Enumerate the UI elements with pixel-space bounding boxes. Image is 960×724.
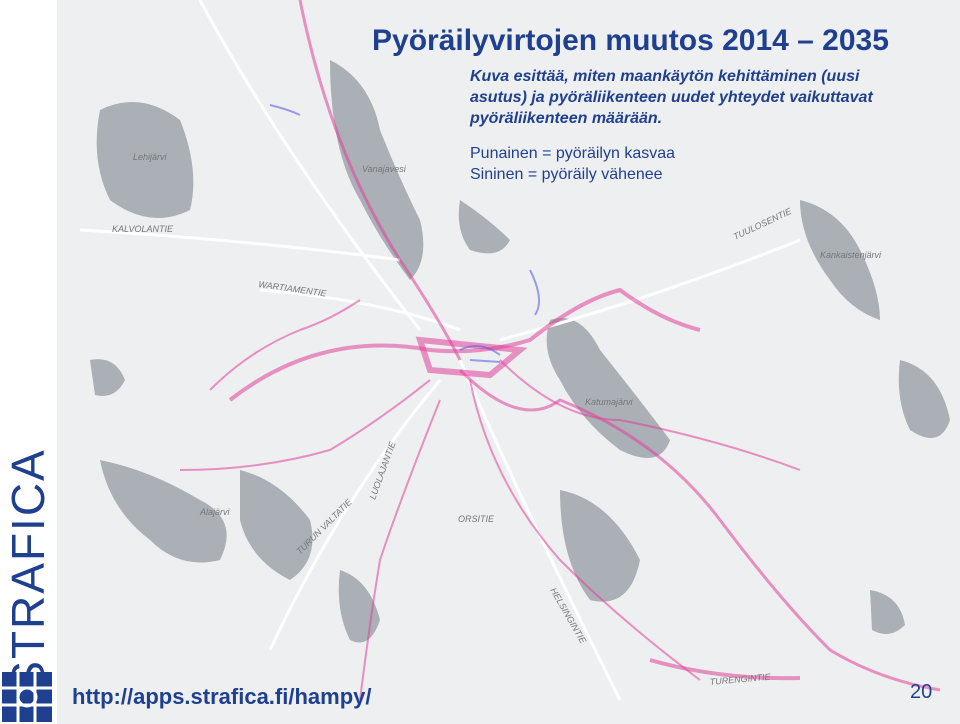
description-line: Kuva esittää, miten maankäytön kehittämi… [470, 68, 860, 85]
map-label: KALVOLANTIE [112, 224, 174, 234]
url[interactable]: http://apps.strafica.fi/hampy/ [72, 684, 372, 709]
map-label: Vanajavesi [362, 164, 407, 174]
description: Kuva esittää, miten maankäytön kehittämi… [470, 66, 873, 129]
brand: STRAFICA [2, 448, 54, 692]
map-label: Kankaistenjärvi [820, 250, 882, 260]
sidebar [0, 0, 57, 724]
page-number: 20 [910, 681, 933, 703]
map-label: Alajärvi [199, 507, 231, 517]
logo [2, 672, 52, 722]
map-label: Katumajärvi [585, 397, 634, 407]
legend: Punainen = pyöräilyn kasvaa Sininen = py… [470, 143, 675, 185]
description-line: pyöräliikenteen määrään. [470, 110, 663, 127]
map-label: ORSITIE [458, 514, 495, 524]
increase-routes [179, 0, 941, 701]
description-line: asutus) ja pyöräliikenteen uudet yhteyde… [470, 89, 873, 106]
legend-line: Punainen = pyöräilyn kasvaa [470, 145, 676, 162]
legend-line: Sininen = pyöräily vähenee [470, 166, 663, 183]
title: Pyöräilyvirtojen muutos 2014 – 2035 [372, 24, 889, 57]
map-label: Lehijärvi [133, 152, 168, 162]
decrease-routes [269, 104, 540, 363]
lakes [90, 60, 950, 643]
